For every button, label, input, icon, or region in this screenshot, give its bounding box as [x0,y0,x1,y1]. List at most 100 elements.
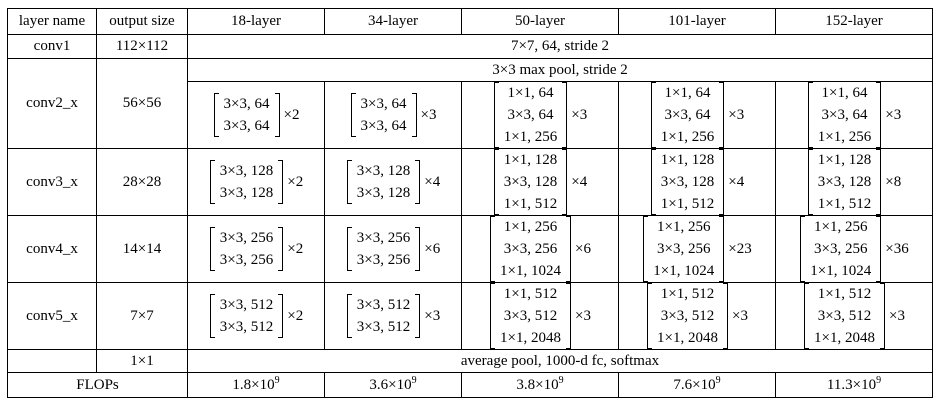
layer-spec-line: 3×3, 512 [817,308,872,324]
architecture-table: layer name output size 18-layer 34-layer… [7,8,933,398]
repeat-multiplier: ×6 [424,240,441,257]
bracket-matrix: 1×1, 256 3×3, 256 1×1, 1024 [800,216,882,282]
block-spec: 3×3, 128 3×3, 128 ×2 [209,160,303,204]
layer-spec-line: 3×3, 128 [817,174,872,190]
bracket-matrix: 3×3, 64 3×3, 64 [213,93,280,137]
output-size: 28×28 [96,148,188,216]
block-cell: 1×1, 128 3×3, 128 1×1, 512 ×8 [775,148,933,216]
bracket-matrix: 1×1, 64 3×3, 64 1×1, 256 [493,82,568,148]
bracket-matrix: 3×3, 256 3×3, 256 [346,227,421,271]
layer-spec-line: 1×1, 512 [817,196,872,212]
layer-spec-line: 3×3, 128 [219,185,274,201]
repeat-multiplier: ×3 [889,307,905,324]
flops-exponent: 9 [876,374,882,386]
bracket-matrix: 3×3, 128 3×3, 128 [209,160,284,204]
stage-row: 3×3, 64 3×3, 64 ×2 3×3, 64 3×3, 64 ×3 1×1, 64 3… [8,81,933,149]
repeat-multiplier: ×2 [287,307,304,324]
header-row: layer name output size 18-layer 34-layer… [7,8,933,35]
layer-spec-line: 3×3, 128 [219,163,274,179]
bracket-matrix: 3×3, 512 3×3, 512 [209,294,284,338]
layer-spec-line: 1×1, 256 [657,219,711,235]
repeat-multiplier: ×3 [732,307,748,324]
layer-spec-line: 3×3, 128 [503,174,558,190]
block-cell: 3×3, 128 3×3, 128 ×4 [324,148,462,216]
layer-spec-line: 1×1, 2048 [500,330,561,346]
block-spec: 1×1, 512 3×3, 512 1×1, 2048 ×3 [803,283,905,349]
repeat-multiplier: ×6 [575,240,591,257]
conv1-row: conv1 112×112 7×7, 64, stride 2 [7,34,933,59]
header-cell: 18-layer [187,8,325,35]
repeat-multiplier: ×3 [575,307,591,324]
repeat-multiplier: ×4 [424,173,441,190]
repeat-multiplier: ×3 [424,307,441,324]
repeat-multiplier: ×3 [571,106,588,123]
block-spec: 3×3, 64 3×3, 64 ×2 [213,93,299,137]
block-spec: 1×1, 256 3×3, 256 1×1, 1024 ×23 [642,216,752,282]
layer-spec-line: 1×1, 64 [821,85,868,101]
block-spec: 1×1, 512 3×3, 512 1×1, 2048 ×3 [646,283,748,349]
stage-row: conv5_x 7×7 3×3, 512 3×3, 512 ×2 3×3, 512 3×… [7,282,933,350]
layer-spec-line: 1×1, 128 [817,152,872,168]
repeat-multiplier: ×4 [571,173,588,190]
pool-spec: 3×3 max pool, stride 2 [187,58,933,82]
layer-name: conv4_x [7,215,97,283]
flops-exponent: 9 [411,374,417,386]
layer-spec-line: 1×1, 256 [817,129,872,145]
block-spec: 1×1, 512 3×3, 512 1×1, 2048 ×3 [489,283,591,349]
layer-spec-line: 3×3, 64 [223,118,270,134]
flops-mantissa: 3.8×10 [516,376,559,393]
repeat-multiplier: ×2 [287,173,304,190]
repeat-multiplier: ×4 [728,173,745,190]
layer-spec-line: 1×1, 512 [817,286,872,302]
header-cell: 152-layer [775,8,933,35]
block-cell: 3×3, 512 3×3, 512 ×2 [187,282,325,350]
header-cell: 34-layer [324,8,462,35]
layer-spec-line: 3×3, 512 [356,319,411,335]
bracket-matrix: 1×1, 256 3×3, 256 1×1, 1024 [643,216,725,282]
block-cell: 1×1, 128 3×3, 128 1×1, 512 ×4 [618,148,776,216]
flops-mantissa: 11.3×10 [826,376,877,393]
header-cell: 50-layer [461,8,619,35]
block-spec: 1×1, 256 3×3, 256 1×1, 1024 ×6 [489,216,591,282]
block-spec: 3×3, 128 3×3, 128 ×4 [346,160,440,204]
layer-spec-line: 3×3, 64 [821,107,868,123]
repeat-multiplier: ×3 [420,106,437,123]
output-size: 1×1 [96,349,188,373]
flops-exponent: 9 [715,374,721,386]
conv1-spec: 7×7, 64, stride 2 [187,34,933,59]
block-spec: 3×3, 512 3×3, 512 ×3 [346,294,440,338]
layer-spec-line: 1×1, 512 [503,286,558,302]
header-cell: 101-layer [618,8,776,35]
flops-label: FLOPs [7,372,188,398]
block-spec: 1×1, 128 3×3, 128 1×1, 512 ×4 [493,149,587,215]
bracket-matrix: 1×1, 256 3×3, 256 1×1, 1024 [490,216,571,282]
layer-spec-line: 3×3, 256 [219,252,274,268]
layer-name: conv2_x [7,58,97,149]
bracket-matrix: 3×3, 256 3×3, 256 [209,227,284,271]
layer-spec-line: 3×3, 256 [356,230,411,246]
layer-spec-line: 1×1, 2048 [657,330,718,346]
flops-value: 3.8×109 [461,372,619,398]
avgpool-spec: average pool, 1000-d fc, softmax [187,349,933,373]
layer-spec-line: 1×1, 256 [660,129,715,145]
layer-spec-line: 1×1, 64 [664,85,711,101]
block-spec: 1×1, 64 3×3, 64 1×1, 256 ×3 [650,82,744,148]
layer-spec-line: 3×3, 64 [360,96,407,112]
block-cell: 3×3, 256 3×3, 256 ×2 [187,215,325,283]
layer-spec-line: 1×1, 256 [814,219,868,235]
block-cell: 3×3, 128 3×3, 128 ×2 [187,148,325,216]
stage-row: conv3_x 28×28 3×3, 128 3×3, 128 ×2 3×3, 128… [7,148,933,216]
block-cell: 1×1, 128 3×3, 128 1×1, 512 ×4 [461,148,619,216]
layer-spec-line: 3×3, 128 [356,185,411,201]
bracket-matrix: 3×3, 128 3×3, 128 [346,160,421,204]
avgpool-row: 1×1 average pool, 1000-d fc, softmax [7,349,933,373]
layer-name: conv3_x [7,148,97,216]
block-cell: 1×1, 512 3×3, 512 1×1, 2048 ×3 [618,282,776,350]
block-spec: 1×1, 128 3×3, 128 1×1, 512 ×4 [650,149,744,215]
block-cell: 3×3, 512 3×3, 512 ×3 [324,282,462,350]
flops-value: 1.8×109 [187,372,325,398]
block-spec: 1×1, 256 3×3, 256 1×1, 1024 ×36 [799,216,909,282]
layer-spec-line: 1×1, 256 [503,129,558,145]
bracket-matrix: 1×1, 64 3×3, 64 1×1, 256 [807,82,882,148]
